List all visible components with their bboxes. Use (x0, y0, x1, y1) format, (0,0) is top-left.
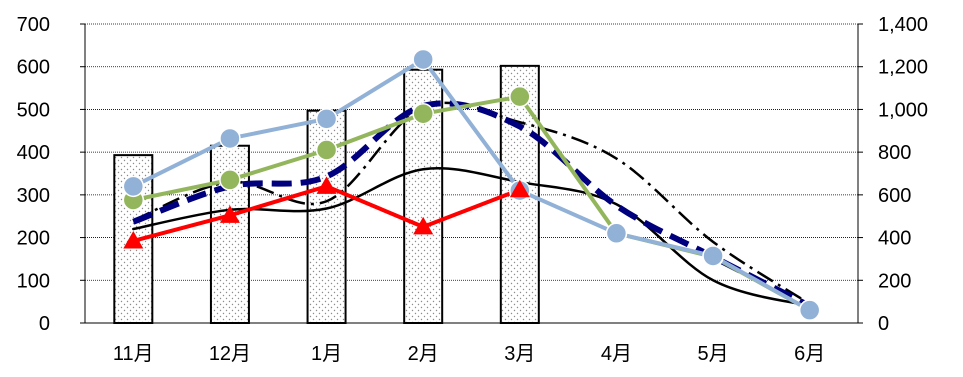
series-4-point-0 (122, 175, 145, 198)
x-tick-label: 6月 (794, 343, 825, 365)
series-5-point-0 (123, 230, 144, 249)
series-3-point-4 (509, 85, 531, 108)
series-4-point-6 (702, 245, 724, 267)
x-tick-label: 1月 (311, 343, 342, 365)
left-tick-label: 300 (17, 185, 50, 207)
right-tick-label: 1,400 (878, 14, 928, 36)
left-tick-label: 500 (17, 99, 50, 121)
series-line-2 (132, 100, 812, 309)
series-4-point-5 (605, 222, 628, 245)
left-tick-label: 400 (17, 142, 50, 164)
series-5-point-3 (413, 216, 434, 235)
series-4-point-2 (315, 108, 338, 130)
right-tick-label: 200 (878, 270, 911, 292)
x-tick-label: 2月 (408, 343, 439, 365)
x-tick-label: 5月 (698, 343, 729, 365)
series-5-point-4 (509, 179, 530, 198)
series-line-4 (131, 57, 812, 313)
x-tick-label: 11月 (113, 343, 154, 365)
x-tick-label: 3月 (504, 343, 535, 365)
series-5-point-2 (316, 176, 337, 194)
right-tick-label: 1,000 (878, 99, 928, 121)
series-4-point-3 (412, 48, 434, 71)
series-3-point-1 (219, 169, 241, 191)
x-tick-label: 12月 (209, 343, 251, 365)
left-tick-label: 600 (17, 57, 50, 79)
left-tick-label: 100 (17, 270, 50, 292)
left-tick-label: 0 (39, 313, 50, 335)
right-tick-label: 0 (878, 313, 889, 335)
right-tick-label: 600 (878, 185, 911, 207)
right-tick-label: 1,200 (878, 57, 928, 79)
left-tick-label: 700 (17, 14, 50, 36)
series-4-point-1 (219, 127, 241, 150)
series-4-point-7 (798, 299, 821, 321)
series-3-point-3 (412, 102, 434, 125)
left-tick-label: 200 (17, 228, 50, 250)
right-tick-label: 800 (878, 142, 911, 164)
x-tick-label: 4月 (601, 343, 632, 365)
series-3-point-2 (315, 139, 338, 161)
series-5-point-1 (219, 205, 240, 223)
right-tick-label: 400 (878, 228, 911, 250)
